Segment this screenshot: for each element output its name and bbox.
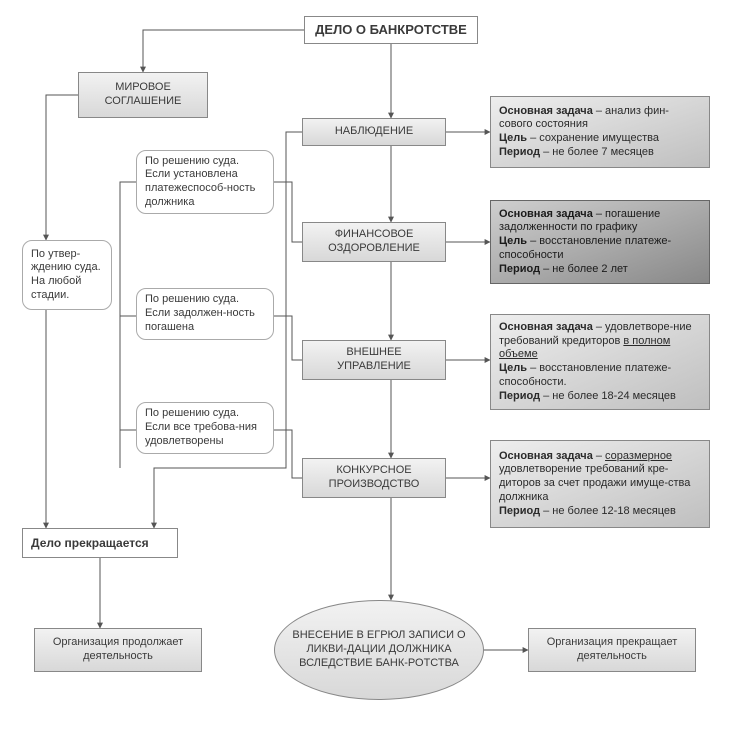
text: – сохранение имущества: [527, 132, 659, 144]
text: –: [593, 450, 605, 462]
text: Период: [499, 146, 540, 158]
node-desc1: Основная задача – анализ фин-сового сост…: [490, 96, 710, 168]
text: – не более 12-18 месяцев: [540, 505, 676, 517]
text: Цель: [499, 235, 527, 247]
text: – не более 7 месяцев: [540, 146, 654, 158]
text: Основная задача: [499, 208, 593, 220]
node-label: ВНЕСЕНИЕ В ЕГРЮЛ ЗАПИСИ О ЛИКВИ-ДАЦИИ ДО…: [283, 629, 475, 670]
node-cont: Организация продолжает деятельность: [34, 628, 202, 672]
edge-11: [46, 95, 78, 240]
text: – не более 2 лет: [540, 263, 628, 275]
text: удовлетворение требований кре-диторов за…: [499, 463, 690, 503]
node-label: По решению суда. Если задолжен-ность пог…: [145, 293, 265, 334]
node-desc3: Основная задача – удовлетворе-ние требов…: [490, 314, 710, 410]
node-note_sud: По утвер-ждению суда. На любой стадии.: [22, 240, 112, 310]
edge-18: [274, 430, 302, 478]
node-konk: КОНКУРСНОЕ ПРОИЗВОДСТВО: [302, 458, 446, 498]
text: соразмерное: [605, 450, 672, 462]
node-fin: ФИНАНСОВОЕ ОЗДОРОВЛЕНИЕ: [302, 222, 446, 262]
node-egrul: ВНЕСЕНИЕ В ЕГРЮЛ ЗАПИСИ О ЛИКВИ-ДАЦИИ ДО…: [274, 600, 484, 700]
text: – не более 18-24 месяцев: [540, 390, 676, 402]
node-label: МИРОВОЕ СОГЛАШЕНИЕ: [87, 81, 199, 109]
text: Основная задача: [499, 105, 593, 117]
text: Цель: [499, 362, 527, 374]
text: Основная задача: [499, 450, 593, 462]
node-desc2: Основная задача – погашение задолженност…: [490, 200, 710, 284]
node-label: По решению суда. Если установлена платеж…: [145, 155, 265, 210]
node-title: ДЕЛО О БАНКРОТСТВЕ: [304, 16, 478, 44]
edge-15: [120, 182, 136, 468]
node-note3: По решению суда. Если все требова-ния уд…: [136, 402, 274, 454]
node-desc4: Основная задача – соразмерное удовлетвор…: [490, 440, 710, 528]
node-label: По решению суда. Если все требова-ния уд…: [145, 407, 265, 448]
node-note1: По решению суда. Если установлена платеж…: [136, 150, 274, 214]
node-stop: Дело прекращается: [22, 528, 178, 558]
node-label: По утвер-ждению суда. На любой стадии.: [31, 248, 103, 303]
node-label: Дело прекращается: [31, 536, 149, 551]
node-label: НАБЛЮДЕНИЕ: [335, 125, 413, 139]
node-label: Организация прекращает деятельность: [537, 636, 687, 664]
node-label: КОНКУРСНОЕ ПРОИЗВОДСТВО: [311, 464, 437, 492]
node-nabl: НАБЛЮДЕНИЕ: [302, 118, 446, 146]
edge-10: [143, 30, 304, 72]
edge-16: [274, 316, 302, 360]
node-mir: МИРОВОЕ СОГЛАШЕНИЕ: [78, 72, 208, 118]
text: Период: [499, 505, 540, 517]
node-ext: ВНЕШНЕЕ УПРАВЛЕНИЕ: [302, 340, 446, 380]
node-label: ДЕЛО О БАНКРОТСТВЕ: [315, 22, 467, 38]
text: Цель: [499, 132, 527, 144]
text: Основная задача: [499, 321, 593, 333]
node-label: Организация продолжает деятельность: [43, 636, 193, 664]
text: Период: [499, 390, 540, 402]
node-label: ФИНАНСОВОЕ ОЗДОРОВЛЕНИЕ: [311, 228, 437, 256]
node-end: Организация прекращает деятельность: [528, 628, 696, 672]
node-label: ВНЕШНЕЕ УПРАВЛЕНИЕ: [311, 346, 437, 374]
text: Период: [499, 263, 540, 275]
node-note2: По решению суда. Если задолжен-ность пог…: [136, 288, 274, 340]
edge-14: [274, 182, 302, 242]
